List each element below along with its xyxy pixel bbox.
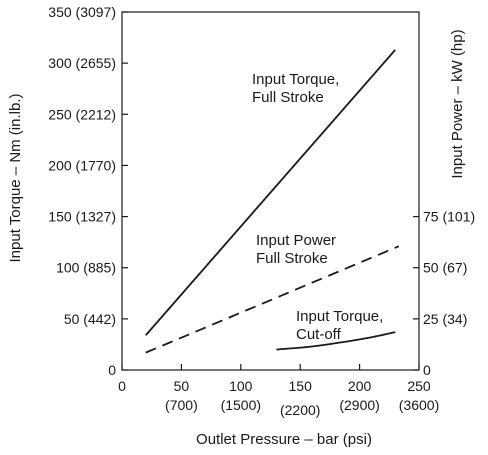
y-right-axis-title: Input Power – kW (hp) <box>449 29 466 178</box>
left-axis-ticks: 0 50 (442) 100 (885) 150 (1327) 200 (1770) 25… <box>48 4 128 378</box>
annotation-power-full-stroke-line: Input Power <box>256 232 336 249</box>
series-torque-cutoff <box>276 331 396 351</box>
series-torque-full-stroke <box>145 49 396 336</box>
x-tick-label: 0 <box>118 378 126 394</box>
y-left-axis-title: Input Torque – Nm (in.lb.) <box>7 94 24 263</box>
y-left-tick-label: 50 (442) <box>64 311 116 327</box>
y-right-tick-label: 50 (67) <box>423 260 467 276</box>
x-tick-label: 200 <box>348 378 372 394</box>
x-tick-sublabel: (2900) <box>339 397 379 413</box>
y-right-tick-label: 0 <box>423 362 431 378</box>
y-left-tick-label: 350 (3097) <box>48 4 116 20</box>
y-left-tick-label: 200 (1770) <box>48 157 116 173</box>
annotation-torque-full-stroke-line: Input Torque, <box>252 71 339 88</box>
y-left-tick-label: 100 (885) <box>56 260 116 276</box>
y-right-tick-label: 25 (34) <box>423 311 467 327</box>
y-left-tick-label: 0 <box>108 362 116 378</box>
y-left-tick-label: 250 (2212) <box>48 106 116 122</box>
annotation-torque-full-stroke-line: Full Stroke <box>252 89 324 106</box>
x-tick-sublabel: (700) <box>165 397 198 413</box>
x-axis-ticks: 0 50 (700) 100 (1500) 150 (2200) 200 (2900) 250 (3… <box>118 364 439 418</box>
series-layer <box>145 49 400 354</box>
x-tick-label: 100 <box>229 378 253 394</box>
x-tick-label: 250 <box>407 378 431 394</box>
y-right-tick-label: 75 (101) <box>423 209 475 225</box>
series-power-full-stroke <box>145 245 400 354</box>
annotation-power-full-stroke-line: Full Stroke <box>256 250 328 267</box>
x-tick-sublabel: (1500) <box>221 397 261 413</box>
y-left-tick-label: 150 (1327) <box>48 209 116 225</box>
x-tick-label: 150 <box>289 378 313 394</box>
x-axis-title: Outlet Pressure – bar (psi) <box>196 431 372 448</box>
y-left-tick-label: 300 (2655) <box>48 55 116 71</box>
x-tick-label: 50 <box>174 378 190 394</box>
x-tick-sublabel: (2200) <box>280 402 320 418</box>
annotation-torque-cutoff-line: Cut-off <box>296 326 342 343</box>
annotation-torque-cutoff-line: Input Torque, <box>296 308 383 325</box>
right-axis-ticks: 0 25 (34) 50 (67) 75 (101) <box>413 209 475 378</box>
plot-frame <box>121 11 420 371</box>
x-tick-sublabel: (3600) <box>399 397 439 413</box>
